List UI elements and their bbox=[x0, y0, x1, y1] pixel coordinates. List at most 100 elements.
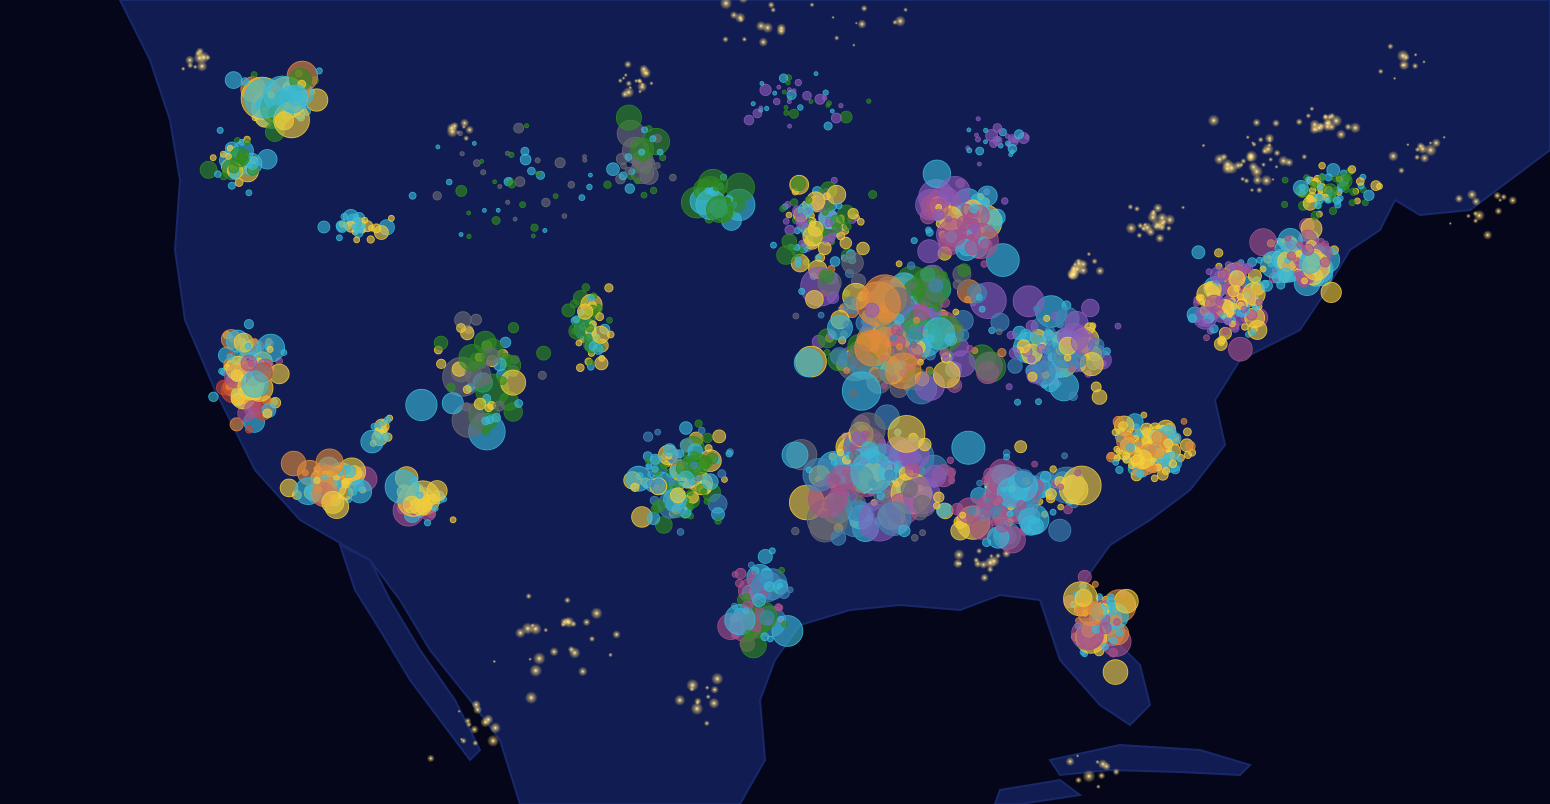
data-marker bbox=[361, 216, 369, 224]
data-marker bbox=[1108, 647, 1119, 658]
city-light bbox=[637, 81, 648, 93]
data-marker bbox=[1161, 466, 1171, 476]
data-marker bbox=[975, 146, 985, 156]
data-marker bbox=[1012, 285, 1045, 318]
data-marker bbox=[229, 417, 244, 432]
data-marker bbox=[582, 157, 588, 163]
city-light bbox=[549, 647, 559, 657]
data-marker bbox=[725, 450, 733, 458]
data-marker bbox=[791, 526, 800, 536]
city-light bbox=[480, 717, 491, 728]
city-light bbox=[489, 722, 501, 734]
data-marker bbox=[802, 226, 823, 247]
city-light bbox=[1155, 233, 1165, 243]
data-marker bbox=[798, 287, 806, 295]
data-marker bbox=[1074, 589, 1093, 607]
data-marker bbox=[209, 154, 217, 162]
data-marker bbox=[1014, 129, 1025, 140]
data-marker bbox=[1214, 248, 1224, 258]
data-marker bbox=[507, 322, 520, 334]
data-marker bbox=[784, 200, 792, 208]
data-marker bbox=[785, 211, 793, 219]
data-marker bbox=[234, 178, 244, 187]
data-marker bbox=[552, 193, 559, 200]
data-marker bbox=[974, 351, 1003, 381]
data-marker bbox=[587, 358, 595, 366]
data-marker bbox=[313, 485, 322, 493]
data-marker bbox=[1057, 483, 1064, 491]
city-light bbox=[722, 36, 729, 43]
data-marker bbox=[575, 339, 583, 347]
data-marker bbox=[1343, 174, 1351, 183]
data-marker bbox=[1310, 210, 1320, 220]
data-marker bbox=[632, 157, 640, 166]
data-marker bbox=[585, 324, 595, 333]
data-marker bbox=[1061, 452, 1068, 460]
city-light bbox=[1424, 143, 1437, 157]
city-light bbox=[463, 135, 470, 142]
data-marker bbox=[1356, 177, 1365, 186]
data-marker bbox=[1193, 299, 1200, 307]
data-marker bbox=[956, 215, 973, 232]
city-light bbox=[1508, 195, 1518, 205]
data-marker bbox=[1180, 417, 1188, 425]
data-marker bbox=[491, 215, 501, 225]
city-light bbox=[1262, 143, 1274, 156]
data-marker bbox=[970, 224, 980, 233]
data-marker bbox=[759, 81, 765, 86]
data-marker bbox=[408, 191, 417, 200]
data-marker bbox=[895, 260, 903, 268]
data-marker bbox=[1118, 421, 1128, 431]
data-marker bbox=[360, 429, 384, 454]
city-light bbox=[1309, 106, 1315, 112]
data-marker bbox=[508, 151, 515, 158]
city-light bbox=[1400, 63, 1405, 68]
data-marker bbox=[321, 490, 345, 514]
data-marker bbox=[910, 341, 917, 349]
city-light bbox=[1411, 62, 1419, 70]
data-marker bbox=[1049, 465, 1057, 473]
data-marker bbox=[706, 195, 734, 223]
data-marker bbox=[966, 344, 974, 353]
data-marker bbox=[416, 491, 424, 499]
data-marker bbox=[588, 342, 597, 351]
data-marker bbox=[542, 227, 548, 233]
city-light bbox=[1149, 209, 1158, 218]
data-marker bbox=[1203, 334, 1210, 342]
city-light bbox=[1221, 158, 1234, 171]
data-marker bbox=[1109, 636, 1118, 645]
data-marker bbox=[1202, 318, 1211, 327]
city-light bbox=[1301, 153, 1308, 160]
data-marker bbox=[519, 153, 532, 166]
city-light bbox=[1256, 186, 1263, 194]
city-light bbox=[529, 664, 543, 678]
data-marker bbox=[783, 105, 789, 110]
data-marker bbox=[1318, 173, 1326, 182]
city-light bbox=[1466, 213, 1471, 219]
data-marker bbox=[830, 176, 838, 184]
data-marker bbox=[819, 268, 834, 284]
data-marker bbox=[353, 236, 361, 244]
data-marker bbox=[791, 176, 806, 192]
city-light bbox=[1500, 193, 1508, 201]
data-marker bbox=[530, 233, 536, 239]
data-marker bbox=[887, 414, 926, 453]
city-light bbox=[590, 607, 603, 620]
data-marker bbox=[567, 180, 576, 189]
data-marker bbox=[634, 177, 641, 185]
data-marker bbox=[1324, 173, 1333, 182]
city-light bbox=[628, 85, 633, 90]
data-marker bbox=[734, 567, 747, 580]
data-marker bbox=[456, 323, 466, 333]
data-marker bbox=[1115, 628, 1124, 637]
data-marker bbox=[1027, 355, 1036, 363]
city-light bbox=[852, 43, 856, 47]
data-marker bbox=[466, 210, 472, 216]
data-marker bbox=[792, 312, 800, 320]
data-marker bbox=[1284, 234, 1292, 242]
data-marker bbox=[1043, 314, 1051, 322]
city-light bbox=[1078, 265, 1089, 276]
data-marker bbox=[1255, 298, 1263, 307]
data-marker bbox=[654, 428, 662, 436]
